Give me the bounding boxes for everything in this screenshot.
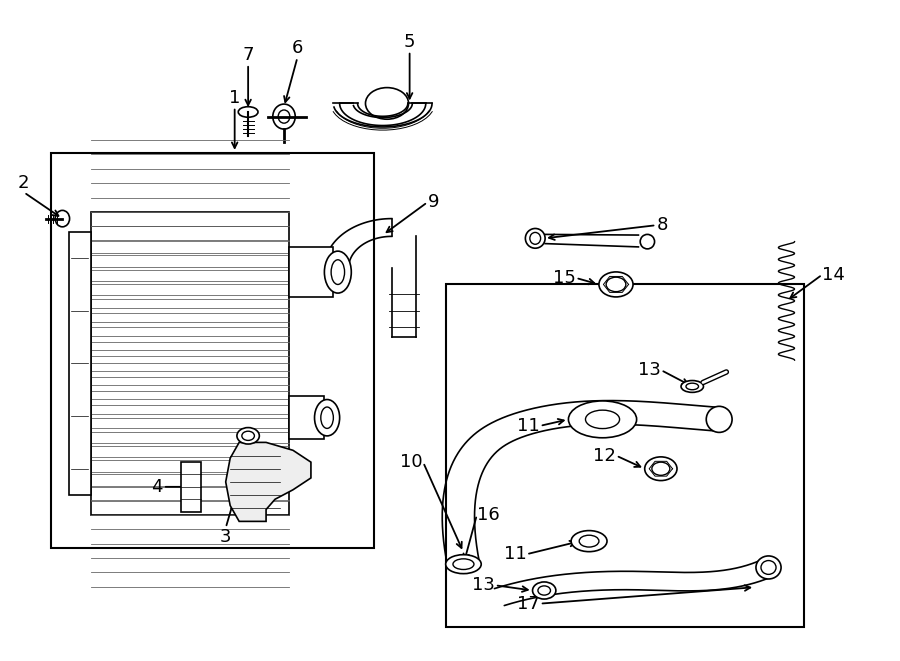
Bar [289,247,333,297]
Bar [289,397,324,439]
Bar [50,153,373,548]
Text: 16: 16 [477,506,500,524]
Text: 8: 8 [656,216,668,234]
Ellipse shape [314,399,339,436]
Text: 11: 11 [517,417,540,435]
Text: 12: 12 [593,447,616,465]
Ellipse shape [446,555,482,574]
Circle shape [606,277,626,292]
Circle shape [533,582,556,599]
Polygon shape [226,442,310,522]
Ellipse shape [640,235,654,249]
Text: 1: 1 [229,89,240,106]
Ellipse shape [706,407,732,432]
Text: 6: 6 [292,40,303,58]
Text: 15: 15 [553,269,576,287]
Bar [446,284,805,627]
Ellipse shape [681,381,704,393]
Circle shape [598,272,633,297]
Ellipse shape [238,106,258,117]
Circle shape [644,457,677,481]
Ellipse shape [530,233,541,245]
Ellipse shape [331,260,345,284]
Bar [68,232,91,495]
Ellipse shape [761,561,776,574]
Ellipse shape [686,383,698,390]
Ellipse shape [526,229,545,249]
Ellipse shape [324,251,351,293]
Ellipse shape [569,401,636,438]
Ellipse shape [572,531,607,552]
Text: 4: 4 [151,478,163,496]
Ellipse shape [756,556,781,579]
Ellipse shape [273,104,295,129]
Ellipse shape [586,410,619,428]
Circle shape [652,462,670,475]
Ellipse shape [320,407,333,428]
Ellipse shape [242,431,255,440]
Text: 2: 2 [18,175,30,192]
Circle shape [365,88,409,119]
Text: 5: 5 [404,33,416,51]
Bar [91,212,289,515]
Text: 14: 14 [823,266,845,284]
Bar [181,462,201,512]
Text: 11: 11 [503,545,526,563]
Text: 7: 7 [242,46,254,64]
Circle shape [538,586,551,595]
Text: 13: 13 [472,576,495,594]
Text: 9: 9 [428,193,439,211]
Ellipse shape [580,535,598,547]
Text: 10: 10 [400,453,423,471]
Ellipse shape [237,428,259,444]
Text: 13: 13 [638,361,661,379]
Ellipse shape [278,110,290,123]
Text: 17: 17 [517,595,540,613]
Ellipse shape [55,210,69,227]
Ellipse shape [453,559,474,570]
Text: 3: 3 [220,528,231,546]
